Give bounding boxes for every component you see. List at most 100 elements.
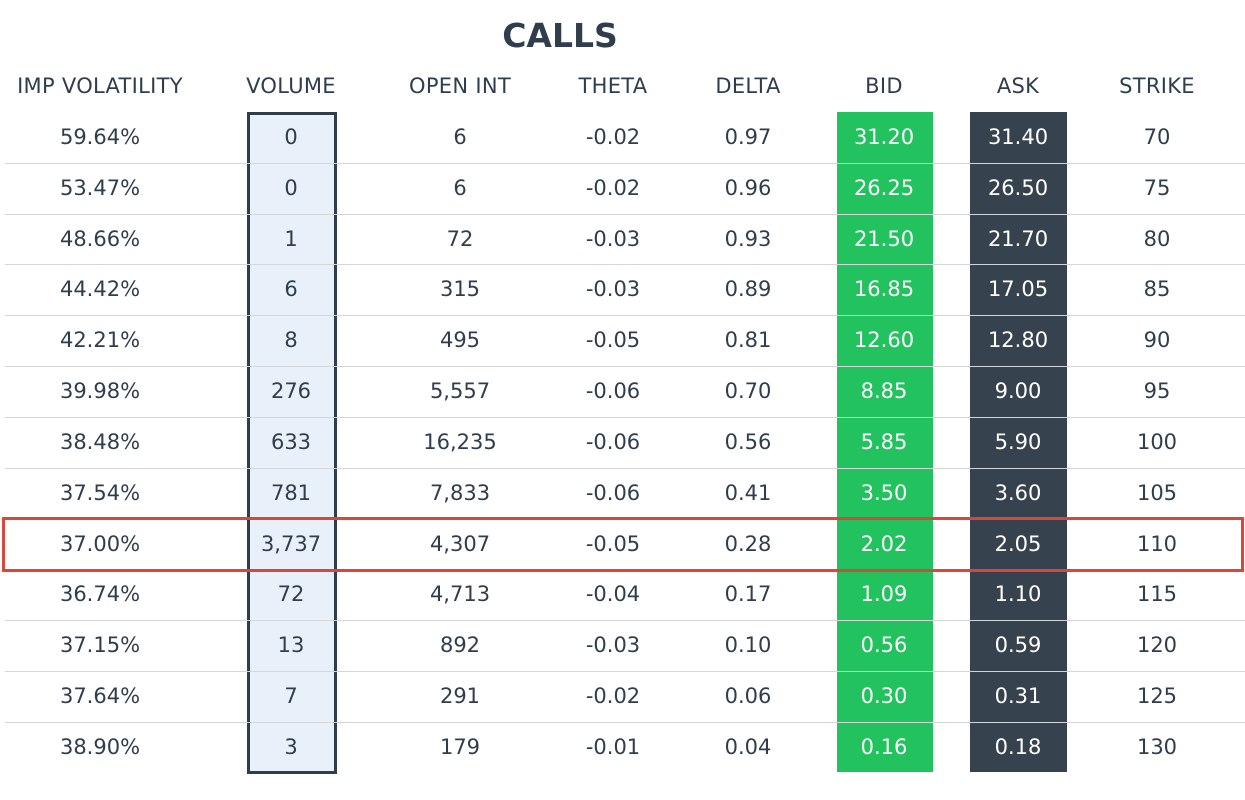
table-cell: 7,833 xyxy=(429,480,491,505)
table-cell: 75 xyxy=(1143,175,1171,200)
row-divider xyxy=(5,366,1245,367)
table-cell: 37.64% xyxy=(59,684,141,709)
table-cell: 100 xyxy=(1136,429,1178,454)
column-header: ASK xyxy=(996,74,1040,98)
table-cell: 0.89 xyxy=(724,277,772,302)
table-cell: 3.60 xyxy=(994,480,1042,505)
table-cell: 53.47% xyxy=(59,175,141,200)
table-cell: 44.42% xyxy=(59,277,141,302)
table-cell: 0.41 xyxy=(724,480,772,505)
table-cell: 37.15% xyxy=(59,633,141,658)
table-cell: 125 xyxy=(1136,684,1178,709)
table-cell: 95 xyxy=(1143,379,1171,404)
table-cell: 115 xyxy=(1136,582,1178,607)
row-divider xyxy=(5,722,1245,723)
table-cell: 5.90 xyxy=(994,429,1042,454)
table-cell: -0.05 xyxy=(585,328,641,353)
table-cell: 8.85 xyxy=(860,379,908,404)
table-cell: 2.05 xyxy=(994,531,1042,556)
table-cell: 38.90% xyxy=(59,734,141,759)
table-cell: 0 xyxy=(284,175,298,200)
table-cell: 80 xyxy=(1143,226,1171,251)
table-cell: 0.28 xyxy=(724,531,772,556)
table-cell: -0.02 xyxy=(585,175,641,200)
table-cell: 17.05 xyxy=(987,277,1049,302)
table-cell: 0.97 xyxy=(724,125,772,149)
table-cell: 6 xyxy=(284,277,298,302)
table-cell: 13 xyxy=(277,633,305,658)
table-cell: 6 xyxy=(453,175,467,200)
table-cell: 26.25 xyxy=(853,175,915,200)
table-cell: 6 xyxy=(453,125,467,149)
table-cell: 0.16 xyxy=(860,734,908,759)
table-cell: 0.96 xyxy=(724,175,772,200)
table-cell: 5,557 xyxy=(429,379,491,404)
table-cell: 5.85 xyxy=(860,429,908,454)
bid-column xyxy=(837,112,933,772)
table-cell: 31.20 xyxy=(853,125,915,149)
table-cell: 59.64% xyxy=(59,125,141,149)
table-cell: -0.03 xyxy=(585,277,641,302)
column-header: DELTA xyxy=(715,74,781,98)
table-cell: 0.81 xyxy=(724,328,772,353)
row-divider xyxy=(5,315,1245,316)
table-cell: 12.80 xyxy=(987,328,1049,353)
row-divider xyxy=(5,214,1245,215)
table-cell: -0.06 xyxy=(585,379,641,404)
table-cell: 0.10 xyxy=(724,633,772,658)
table-cell: -0.03 xyxy=(585,226,641,251)
table-cell: 37.54% xyxy=(59,480,141,505)
table-cell: -0.02 xyxy=(585,125,641,149)
table-cell: 48.66% xyxy=(59,226,141,251)
table-cell: 90 xyxy=(1143,328,1171,353)
table-cell: 291 xyxy=(439,684,481,709)
table-cell: 179 xyxy=(439,734,481,759)
table-cell: 0.04 xyxy=(724,734,772,759)
table-cell: 3.50 xyxy=(860,480,908,505)
table-cell: 4,713 xyxy=(429,582,491,607)
table-cell: 70 xyxy=(1143,125,1171,149)
table-cell: 892 xyxy=(439,633,481,658)
table-cell: 72 xyxy=(277,582,305,607)
column-header: OPEN INT xyxy=(409,74,511,98)
row-divider xyxy=(5,264,1245,265)
table-cell: 42.21% xyxy=(59,328,141,353)
table-cell: 1 xyxy=(284,226,298,251)
table-cell: 72 xyxy=(446,226,474,251)
table-cell: 12.60 xyxy=(853,328,915,353)
highlight-box xyxy=(2,517,1244,572)
table-cell: -0.04 xyxy=(585,582,641,607)
table-cell: 120 xyxy=(1136,633,1178,658)
table-cell: 110 xyxy=(1136,531,1178,556)
table-cell: 130 xyxy=(1136,734,1178,759)
table-cell: 39.98% xyxy=(59,379,141,404)
table-cell: 16,235 xyxy=(423,429,497,454)
column-header: BID xyxy=(865,74,903,98)
table-cell: 105 xyxy=(1136,480,1178,505)
volume-column xyxy=(247,112,337,774)
table-cell: 21.50 xyxy=(853,226,915,251)
table-cell: 0.31 xyxy=(994,684,1042,709)
table-cell: 9.00 xyxy=(994,379,1042,404)
row-divider xyxy=(5,417,1245,418)
row-divider xyxy=(5,468,1245,469)
table-cell: -0.02 xyxy=(585,684,641,709)
column-header: VOLUME xyxy=(246,74,336,98)
table-cell: 2.02 xyxy=(860,531,908,556)
table-cell: 3,737 xyxy=(260,531,322,556)
table-cell: 38.48% xyxy=(59,429,141,454)
table-cell: 1.09 xyxy=(860,582,908,607)
table-cell: 0.56 xyxy=(724,429,772,454)
table-cell: -0.01 xyxy=(585,734,641,759)
table-cell: 16.85 xyxy=(853,277,915,302)
table-cell: 7 xyxy=(284,684,298,709)
table-cell: -0.06 xyxy=(585,480,641,505)
column-header: IMP VOLATILITY xyxy=(17,74,183,98)
table-cell: 36.74% xyxy=(59,582,141,607)
table-cell: 276 xyxy=(270,379,312,404)
table-cell: 1.10 xyxy=(994,582,1042,607)
table-cell: 3 xyxy=(284,734,298,759)
table-cell: 26.50 xyxy=(987,175,1049,200)
table-cell: 0.18 xyxy=(994,734,1042,759)
